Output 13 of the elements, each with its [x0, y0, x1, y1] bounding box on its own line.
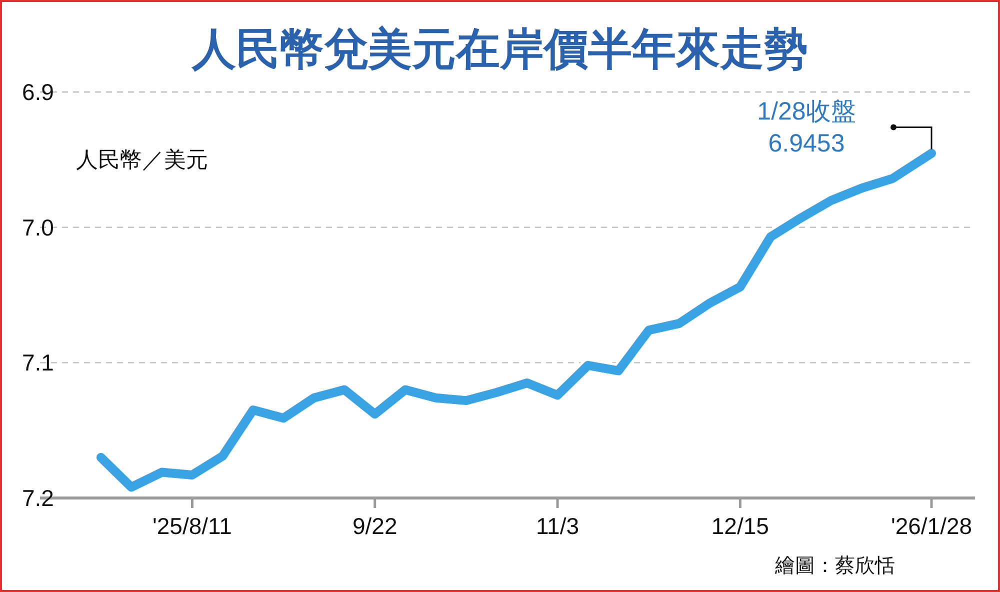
x-tick-label: 9/22 — [352, 513, 398, 539]
y-tick-label: 7.2 — [22, 485, 54, 511]
x-tick-label: '25/8/11 — [152, 513, 232, 539]
y-axis-title: 人民幣／美元 — [76, 147, 208, 172]
y-tick-label: 6.9 — [22, 79, 54, 105]
annotation: 1/28收盤 6.9453 — [757, 97, 856, 158]
x-tick-label: 12/15 — [711, 513, 769, 539]
chart-title: 人民幣兌美元在岸價半年來走勢 — [191, 25, 808, 74]
x-tick-label: 11/3 — [536, 513, 580, 539]
text: 繪圖：蔡欣恬 — [774, 555, 895, 577]
y-tick-label: 7.1 — [22, 350, 54, 376]
y-tick-label: 7.0 — [22, 214, 54, 240]
x-tick-label: '26/1/28 — [890, 513, 972, 539]
